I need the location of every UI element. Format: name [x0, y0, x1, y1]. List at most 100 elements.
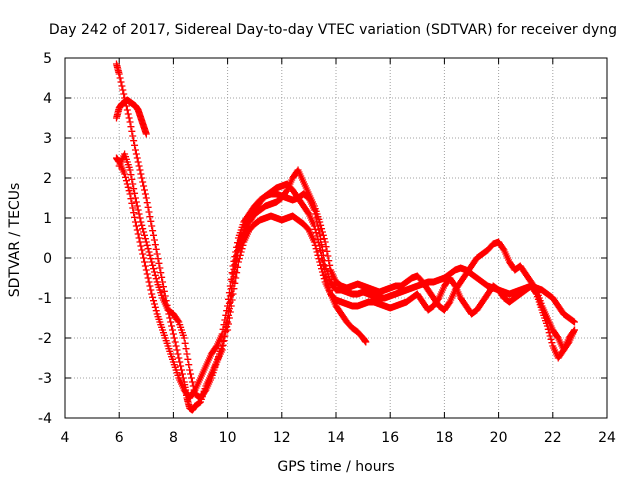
data-point: [132, 150, 140, 158]
data-point: [319, 231, 327, 239]
data-point: [138, 246, 146, 254]
data-point: [186, 366, 194, 374]
data-point: [145, 208, 153, 216]
data-point: [181, 339, 189, 347]
data-point: [125, 114, 133, 122]
data-point: [116, 74, 124, 82]
data-point: [149, 293, 157, 301]
data-point: [234, 263, 242, 271]
data-point: [237, 248, 245, 256]
data-point: [147, 286, 155, 294]
data-point: [362, 338, 370, 346]
data-point: [317, 235, 325, 243]
x-tick-label: 24: [598, 430, 616, 446]
data-point: [151, 241, 159, 249]
x-tick-label: 12: [273, 430, 291, 446]
data-point: [142, 266, 150, 274]
data-point: [317, 221, 325, 229]
data-point: [230, 285, 238, 293]
data-point: [532, 289, 540, 297]
data-point: [150, 300, 158, 308]
data-point: [131, 213, 139, 221]
data-point: [130, 137, 138, 145]
data-point: [318, 225, 326, 233]
data-point: [140, 258, 148, 266]
y-tick-label: 1: [43, 211, 52, 227]
data-point: [172, 342, 180, 350]
data-point: [218, 346, 226, 354]
data-point: [318, 228, 326, 236]
series-track-b: [112, 96, 150, 138]
x-tick-label: 18: [435, 430, 453, 446]
data-point: [124, 183, 132, 191]
chart-title: Day 242 of 2017, Sidereal Day-to-day VTE…: [49, 22, 617, 38]
data-point: [123, 106, 131, 114]
series-track-e: [224, 212, 578, 362]
data-point: [324, 252, 332, 260]
data-point: [314, 251, 322, 259]
data-point: [238, 245, 246, 253]
data-point: [143, 199, 151, 207]
data-marks: [112, 60, 578, 414]
x-tick-label: 22: [544, 430, 562, 446]
data-point: [312, 245, 320, 253]
data-point: [173, 346, 181, 354]
data-point: [235, 255, 243, 263]
data-point: [322, 243, 330, 251]
data-point: [128, 199, 136, 207]
data-point: [129, 204, 137, 212]
data-point: [177, 362, 185, 370]
data-point: [219, 341, 227, 349]
data-point: [170, 334, 178, 342]
data-point: [144, 245, 152, 253]
data-point: [171, 338, 179, 346]
data-point: [221, 332, 229, 340]
data-point: [129, 180, 137, 188]
data-point: [128, 175, 136, 183]
data-point: [135, 210, 143, 218]
data-point: [174, 317, 182, 325]
data-point: [318, 246, 326, 254]
data-point: [231, 279, 239, 287]
data-point: [140, 231, 148, 239]
data-point: [141, 262, 149, 270]
data-point: [318, 241, 326, 249]
data-point: [234, 258, 242, 266]
series-track-c: [112, 154, 578, 402]
data-point: [570, 327, 578, 335]
data-point: [225, 320, 233, 328]
y-tick-label: 0: [43, 251, 52, 267]
data-point: [151, 271, 159, 279]
data-point: [137, 242, 145, 250]
data-point: [311, 241, 319, 249]
data-point: [126, 166, 134, 174]
data-point: [147, 255, 155, 263]
data-point: [146, 282, 154, 290]
y-tick-label: -3: [38, 371, 52, 387]
data-point: [137, 170, 145, 178]
data-point: [133, 202, 141, 210]
data-point: [174, 350, 182, 358]
data-point: [168, 322, 176, 330]
data-point: [168, 326, 176, 334]
data-point: [131, 189, 139, 197]
data-point: [570, 317, 578, 325]
data-point: [159, 283, 167, 291]
data-point: [122, 177, 130, 185]
data-point: [152, 307, 160, 315]
data-point: [320, 275, 328, 283]
data-point: [183, 350, 191, 358]
data-point: [155, 259, 163, 267]
data-point: [545, 329, 553, 337]
data-point: [143, 270, 151, 278]
data-point: [132, 198, 140, 206]
data-point: [126, 190, 134, 198]
data-point: [149, 227, 157, 235]
data-point: [128, 127, 136, 135]
data-point: [139, 178, 147, 186]
data-point: [239, 241, 247, 249]
data-point: [178, 370, 186, 378]
data-point: [121, 170, 129, 178]
data-point: [185, 361, 193, 369]
data-point: [144, 274, 152, 282]
